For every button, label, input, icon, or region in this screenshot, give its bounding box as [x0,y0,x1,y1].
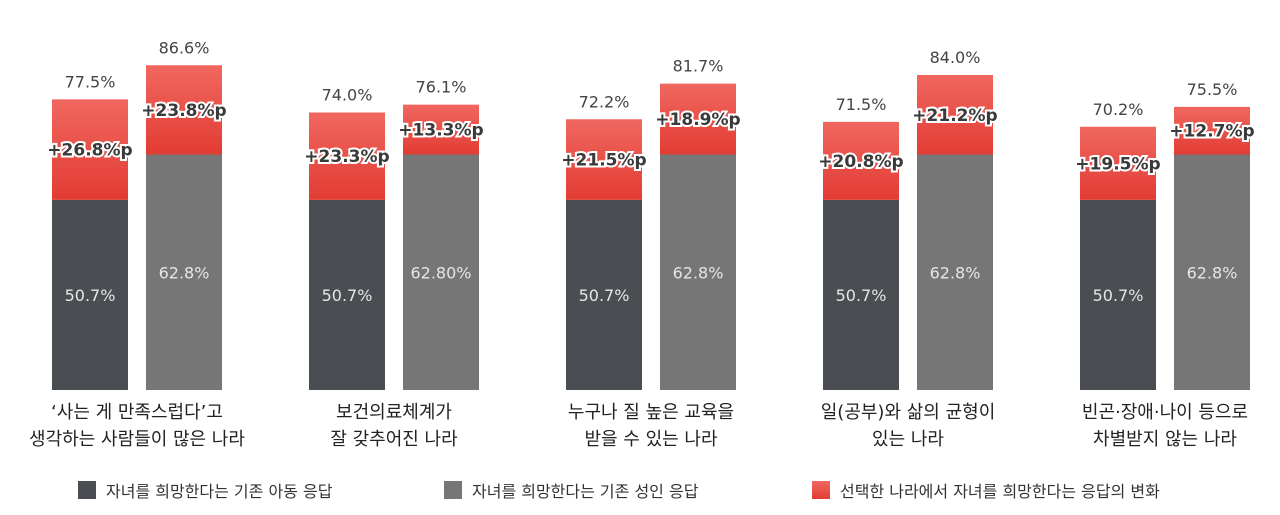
bar-adult-base-3 [917,154,993,390]
category-label-1-1: 잘 갖추어진 나라 [330,429,458,450]
total-label-child-2: 72.2% [579,92,630,111]
change-label-child-1: +23.3%p [304,147,389,167]
bar-child-base-4 [1080,199,1156,390]
bar-child-change-0 [52,99,128,200]
total-label-adult-0: 86.6% [159,38,210,57]
legend-label-child: 자녀를 희망한다는 기존 아동 응답 [106,482,333,501]
bar-adult-base-2 [660,154,736,390]
change-label-child-2: +21.5%p [561,151,646,171]
category-label-3-1: 있는 나라 [872,429,944,450]
legend-swatch-child [78,481,96,499]
category-label-0-0: ‘사는 게 만족스럽다’고 [51,402,223,423]
bar-child-base-0 [52,199,128,390]
total-label-child-1: 74.0% [322,86,373,105]
total-label-adult-2: 81.7% [673,57,724,76]
bar-child-change-1 [309,112,385,200]
bar-child-change-4 [1080,126,1156,200]
change-label-adult-0: +23.8%p [141,101,226,121]
bar-adult-change-3 [917,75,993,155]
total-label-adult-1: 76.1% [416,78,467,97]
change-label-adult-2: +18.9%p [655,110,740,130]
category-label-2-1: 받을 수 있는 나라 [584,429,718,450]
bar-child-change-3 [823,121,899,200]
bar-child-base-2 [566,199,642,390]
total-label-child-3: 71.5% [836,95,887,114]
category-label-0-1: 생각하는 사람들이 많은 나라 [29,429,245,450]
base-label-adult-2: 62.8% [673,263,724,282]
base-label-adult-0: 62.8% [159,263,210,282]
total-label-adult-4: 75.5% [1187,80,1238,99]
legend-item-child: 자녀를 희망한다는 기존 아동 응답 [78,478,332,502]
bars-layer [52,65,1250,390]
legend-item-change: 선택한 나라에서 자녀를 희망한다는 응답의 변화 [812,478,1160,502]
legend-swatch-adult [444,481,462,499]
bar-adult-change-2 [660,83,736,155]
category-label-3-0: 일(공부)와 삶의 균형이 [821,402,996,423]
total-label-adult-3: 84.0% [930,48,981,67]
bar-adult-base-0 [146,154,222,390]
change-label-adult-4: +12.7%p [1169,122,1254,142]
legend-label-adult: 자녀를 희망한다는 기존 성인 응답 [472,482,699,501]
legend-label-change: 선택한 나라에서 자녀를 희망한다는 응답의 변화 [840,482,1160,501]
category-label-1-0: 보건의료체계가 [336,402,452,423]
change-label-child-3: +20.8%p [818,152,903,172]
base-label-adult-3: 62.8% [930,263,981,282]
change-label-child-4: +19.5%p [1075,154,1160,174]
base-label-adult-4: 62.8% [1187,263,1238,282]
base-label-child-4: 50.7% [1093,286,1144,305]
bar-adult-base-1 [403,154,479,390]
change-label-child-0: +26.8%p [47,141,132,161]
change-label-adult-1: +13.3%p [398,121,483,141]
category-label-4-0: 빈곤·장애·나이 등으로 [1082,402,1248,423]
bar-child-base-1 [309,199,385,390]
legend-swatch-change [812,481,830,499]
stacked-bar-chart: 77.5% 50.7% +26.8%p 86.6% 62.8% +23.8%p ‘사는 게 … [29,38,1257,450]
total-label-child-0: 77.5% [65,72,116,91]
bar-adult-change-0 [146,65,222,155]
change-label-adult-3: +21.2%p [912,106,997,126]
base-label-adult-1: 62.80% [410,263,471,282]
labels-layer: 77.5% 50.7% +26.8%p 86.6% 62.8% +23.8%p ‘사는 게 … [29,38,1257,450]
bar-adult-change-4 [1174,106,1250,155]
base-label-child-2: 50.7% [579,286,630,305]
bar-adult-base-4 [1174,154,1250,390]
total-label-child-4: 70.2% [1093,100,1144,119]
bar-child-base-3 [823,199,899,390]
legend: 자녀를 희망한다는 기존 아동 응답 자녀를 희망한다는 기존 성인 응답 선택… [0,478,1280,504]
category-label-4-1: 차별받지 않는 나라 [1093,429,1237,450]
base-label-child-0: 50.7% [65,286,116,305]
bar-adult-change-1 [403,104,479,155]
bar-child-change-2 [566,119,642,200]
base-label-child-1: 50.7% [322,286,373,305]
base-label-child-3: 50.7% [836,286,887,305]
legend-item-adult: 자녀를 희망한다는 기존 성인 응답 [444,478,698,502]
category-label-2-0: 누구나 질 높은 교육을 [568,402,734,423]
